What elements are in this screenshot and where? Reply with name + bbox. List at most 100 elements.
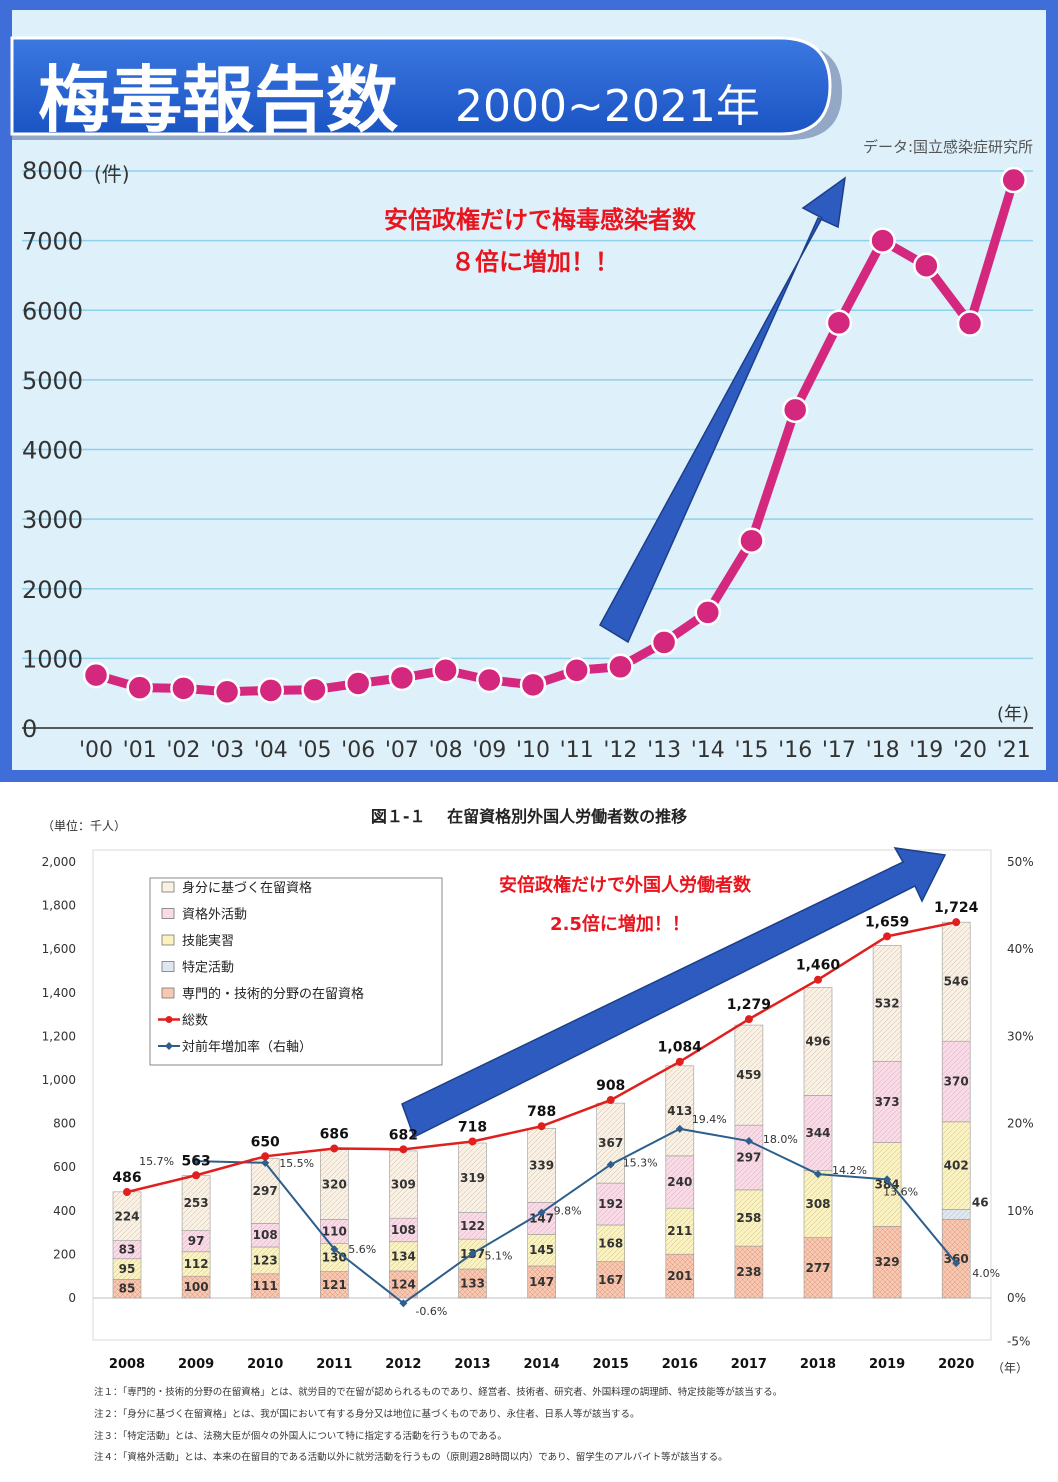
chart2-segment-label: 370 — [944, 1075, 969, 1089]
syphilis-chart: 梅毒報告数 2000~2021年 データ:国立感染症研究所 0 1000 2000 3… — [10, 36, 1033, 763]
chart2-legend-marker — [165, 1016, 173, 1023]
chart1-data-point — [563, 656, 590, 684]
chart2-legend-swatch — [161, 934, 175, 946]
chart2-segment-label: 124 — [391, 1277, 416, 1291]
chart1-x-unit: (年) — [997, 704, 1029, 725]
chart2-segment-label: 373 — [875, 1095, 900, 1109]
footnote-1: 注１：「専門的・技術的分野の在留資格」とは、就労目的で在留が認められるものであり… — [94, 1387, 783, 1398]
chart1-x-tick: '16 — [778, 738, 812, 763]
chart2-x-tick: 2020 — [938, 1357, 974, 1372]
chart1-data-point — [170, 675, 197, 702]
chart2-rate-label: 19.4% — [692, 1113, 727, 1126]
chart2-y-tick: 1,000 — [42, 1073, 76, 1087]
chart1-series-line — [94, 178, 1019, 697]
footnote-2: 注２：「身分に基づく在留資格」とは、我が国において有する身分又は地位に基づくもの… — [94, 1409, 640, 1420]
chart2-segment-label: 85 — [119, 1282, 136, 1296]
chart2-rate-label: 13.6% — [883, 1185, 918, 1198]
chart1-y-tick: 5000 — [22, 367, 83, 395]
chart1-x-tick: '02 — [166, 738, 200, 763]
chart2-y-tick: 0 — [68, 1291, 76, 1305]
chart1-y-tick-labels: 0 1000 2000 3000 4000 5000 6000 7000 8000 — [22, 157, 83, 743]
chart2-bar-texture — [458, 1143, 487, 1213]
chart2-x-tick: 2011 — [316, 1357, 352, 1372]
chart2-bar-texture — [804, 1170, 832, 1238]
chart2-segment-label: 83 — [119, 1243, 136, 1257]
chart1-x-tick: '06 — [341, 738, 375, 763]
chart2-total-label: 682 — [389, 1127, 418, 1143]
chart2-bar-texture — [596, 1224, 625, 1262]
chart2-bar-segment — [665, 1253, 695, 1299]
chart2-rate-point — [952, 1259, 961, 1268]
chart1-data-point — [913, 252, 940, 279]
chart2-segment-label: 320 — [322, 1177, 347, 1191]
chart1-data-point — [1000, 166, 1027, 194]
chart2-segment-label: 123 — [253, 1253, 278, 1267]
chart2-segment-label: 133 — [460, 1277, 485, 1291]
chart2-segment-label: 100 — [184, 1280, 209, 1294]
chart2-segment-label: 297 — [736, 1150, 761, 1164]
chart1-x-tick: '12 — [603, 738, 637, 763]
chart1-x-tick: '20 — [953, 738, 987, 763]
chart2-x-tick-labels: 2008 2009 2010 2011 2012 2013 2014 2015 2016 2017… — [109, 1357, 974, 1372]
chart2-y-tick: 800 — [53, 1117, 76, 1131]
chart2-total-label: 686 — [320, 1126, 349, 1142]
chart2-y-tick: 200 — [53, 1247, 76, 1261]
chart2-bar-texture — [458, 1212, 487, 1240]
chart2-segment-label: 532 — [875, 996, 900, 1010]
chart1-data-point — [301, 676, 328, 703]
chart2-bar-texture — [113, 1191, 141, 1241]
chart2-rate-label: 15.7% — [139, 1155, 174, 1168]
chart1-data-point — [694, 599, 722, 626]
chart2-legend-label: 総数 — [182, 1014, 208, 1029]
chart2-legend-label: 身分に基づく在留資格 — [182, 880, 312, 896]
chart2-rate-point — [468, 1249, 477, 1258]
chart1-line — [94, 178, 1019, 697]
chart2-bar-segment — [872, 1225, 902, 1299]
chart1-gridlines — [22, 170, 1033, 729]
chart2-rate-point — [537, 1208, 546, 1217]
chart2-segment-label: 367 — [598, 1136, 623, 1150]
chart2-unit-label: （単位：千人） — [42, 818, 126, 833]
chart2-segment-label: 258 — [736, 1211, 761, 1225]
title-banner — [10, 36, 832, 136]
chart1-x-tick: '14 — [691, 738, 725, 763]
chart2-rate-label: 18.0% — [763, 1133, 798, 1146]
chart2-rate-point — [606, 1160, 615, 1169]
chart2-bar-texture — [182, 1251, 211, 1277]
chart1-x-tick: '09 — [472, 738, 506, 763]
chart2-bar-texture — [665, 1208, 694, 1255]
chart2-annotation-line1: 安倍政権だけで外国人労働者数 — [499, 874, 752, 896]
chart1-x-tick: '05 — [297, 738, 331, 763]
chart1-y-tick: 1000 — [22, 645, 83, 673]
chart2-rate-label: 15.5% — [279, 1157, 314, 1170]
chart1-x-tick: '10 — [516, 738, 550, 763]
chart2-y-tick: 1,800 — [42, 899, 76, 913]
chart2-total-point — [744, 1015, 753, 1024]
chart1-data-point — [126, 674, 153, 701]
chart2-total-label: 563 — [181, 1153, 210, 1169]
chart2-bar-segment — [734, 1245, 764, 1299]
chart2-rate-series: 15.7% 15.5% 5.6% -0.6% 5.1% 9.8% 15.3% 19.4% 18.… — [139, 1113, 1000, 1318]
chart2-total-label: 718 — [458, 1119, 487, 1135]
chart2-y2-tick: 20% — [1007, 1117, 1034, 1131]
chart2-bar-texture — [873, 945, 902, 1062]
chart2-total-label: 1,724 — [934, 900, 979, 916]
chart2-bar-segment — [319, 1271, 349, 1299]
chart2-segment-label: 201 — [667, 1269, 692, 1283]
chart1-x-tick: '04 — [254, 738, 288, 763]
chart1-x-tick: '19 — [909, 738, 943, 763]
chart2-legend-swatch — [161, 908, 175, 919]
chart1-data-point — [213, 678, 241, 706]
chart2-legend: 身分に基づく在留資格資格外活動技能実習特定活動専門的・技術的分野の在留資格総数対… — [149, 877, 443, 1066]
chart2-legend-label: 対前年増加率（右軸） — [182, 1039, 312, 1055]
chart2-total-point — [537, 1122, 546, 1131]
chart2-segment-label: 496 — [805, 1034, 830, 1048]
chart1-data-point — [476, 666, 503, 694]
chart2-rate-label: 15.3% — [623, 1157, 658, 1170]
chart1-x-tick: '13 — [647, 738, 681, 763]
chart1-x-tick-labels: '00 '01 '02 '03 '04 '05 '06 '07 '08 '09 '10 '11 '12 '… — [79, 738, 1031, 763]
chart2-segment-label: 122 — [460, 1219, 485, 1233]
chart2-segment-label: 97 — [188, 1234, 205, 1248]
chart2-annotation-line2: 2.5倍に増加！！ — [550, 913, 690, 935]
chart2-bar-texture — [527, 1128, 556, 1203]
